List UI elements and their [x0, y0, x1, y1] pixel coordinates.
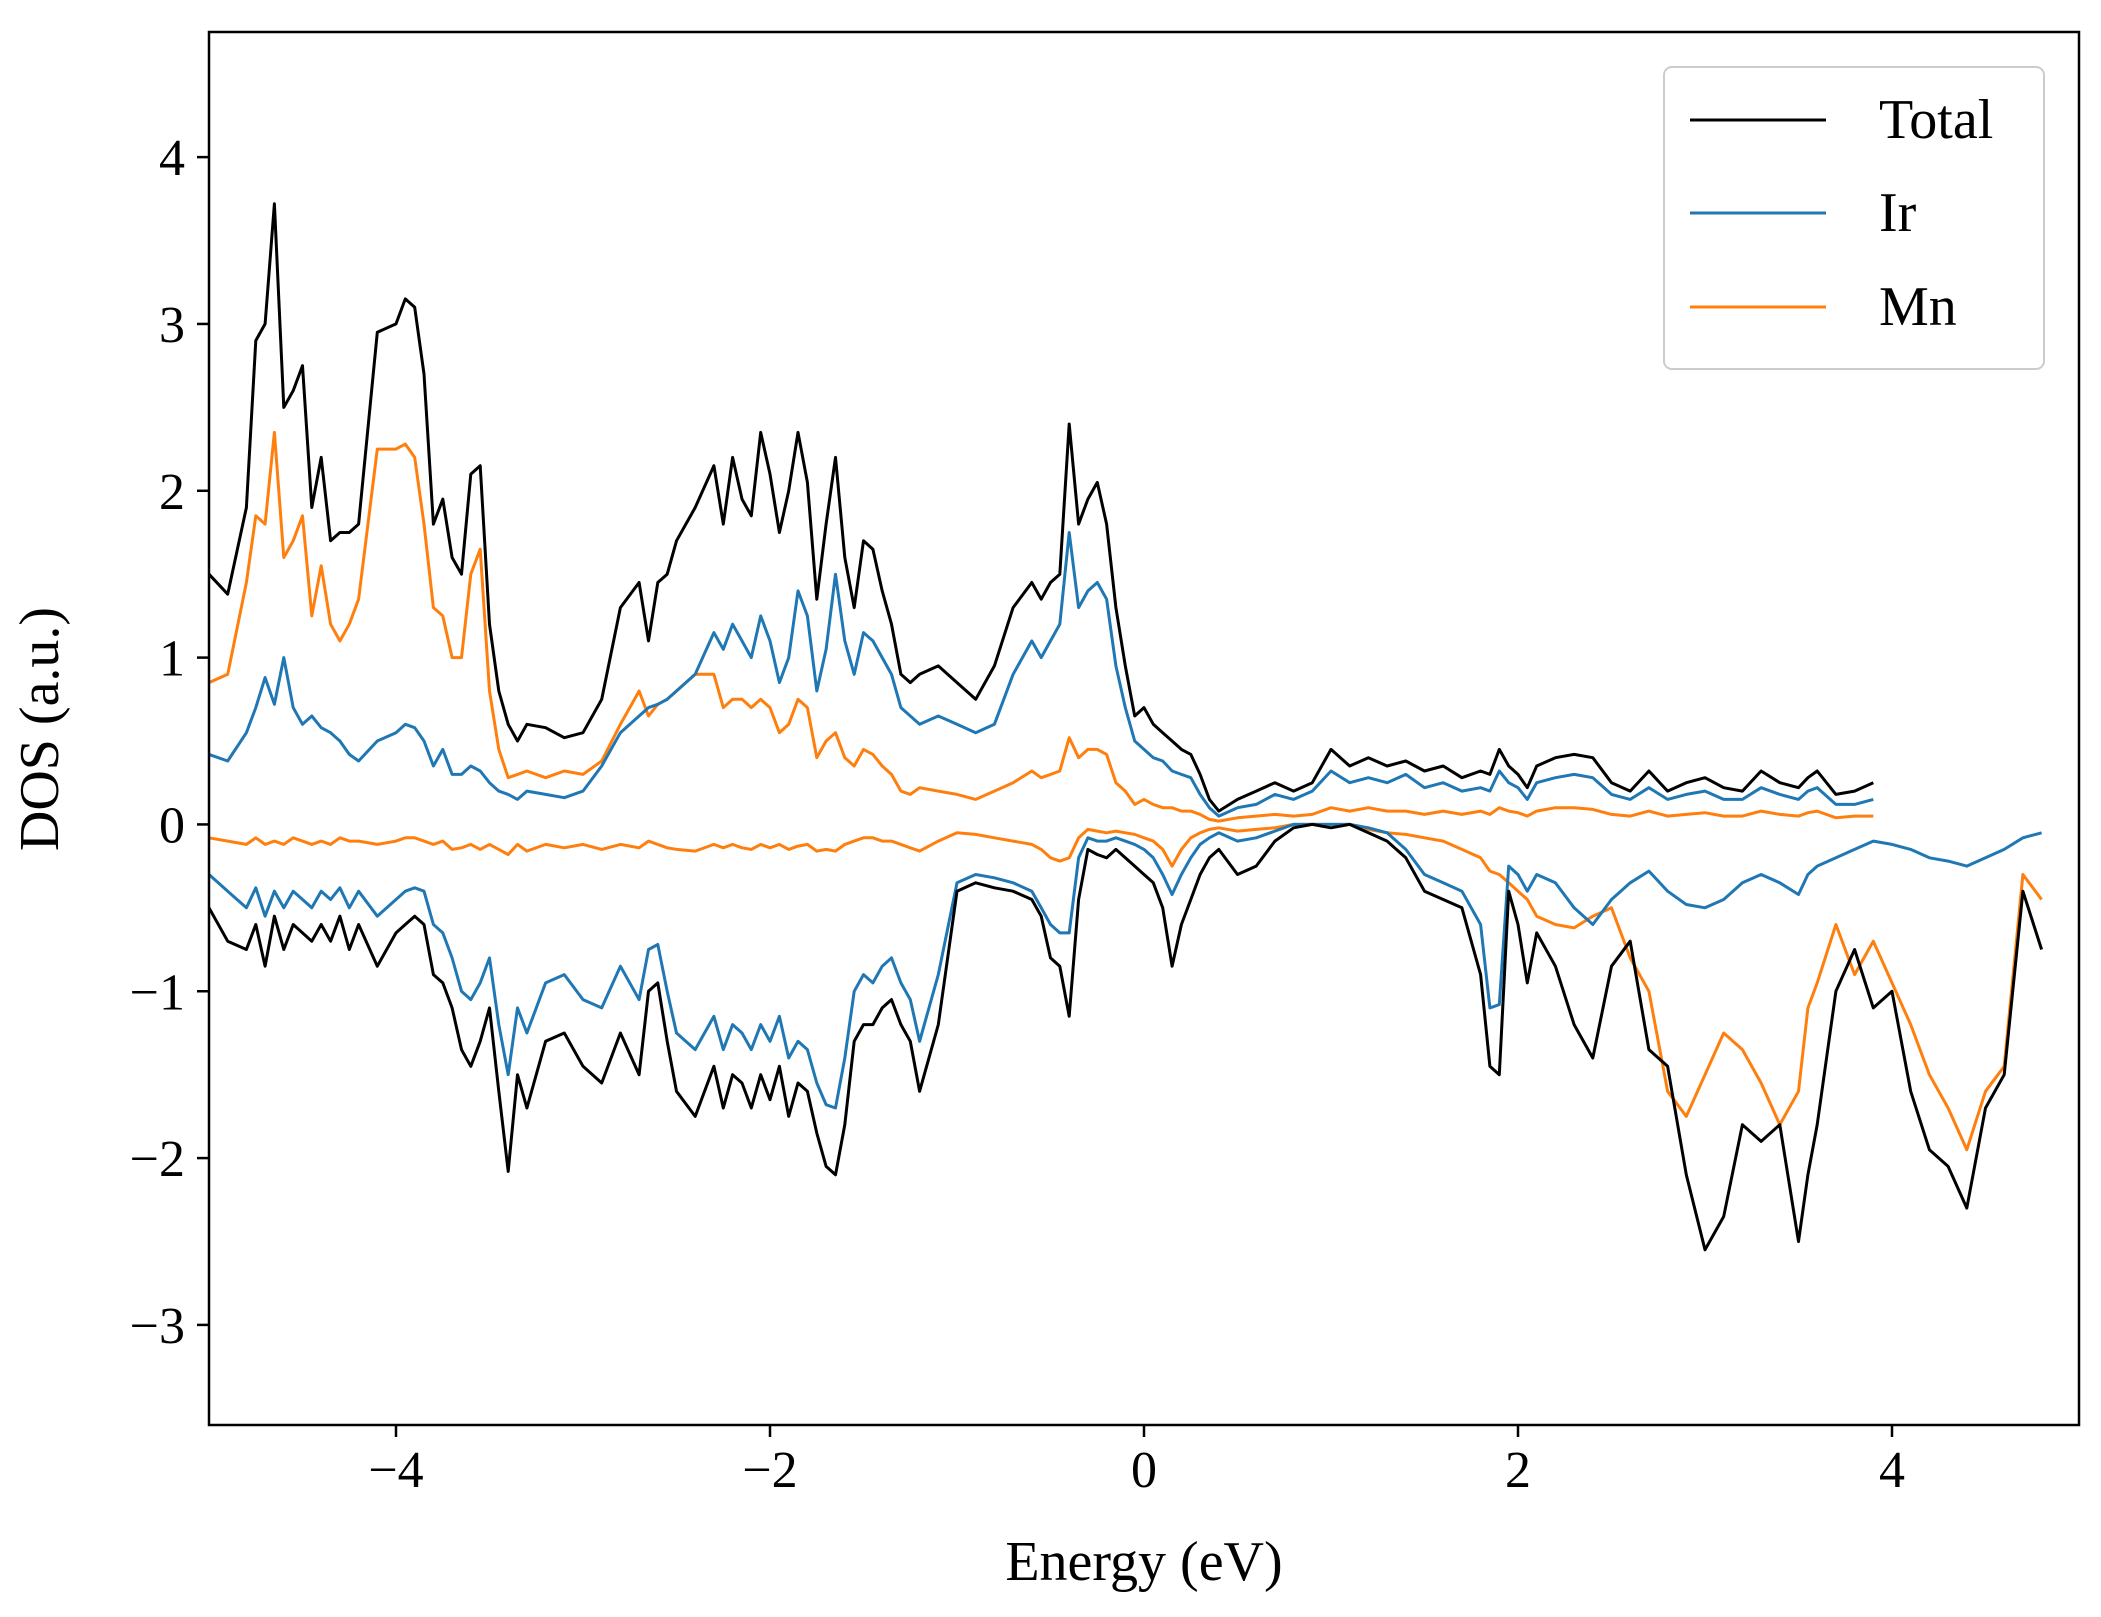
tick-layer: −4 −2 0 2 4 −3 −2 −1 0 1 2 3 4	[130, 130, 1905, 1499]
legend-label-ir: Ir	[1879, 182, 1917, 244]
legend-box	[1663, 66, 2045, 370]
y-tick-label: 3	[159, 297, 185, 354]
y-tick-label: 4	[159, 130, 185, 187]
y-tick-label: −2	[130, 1131, 185, 1188]
x-tick-label: 2	[1505, 1442, 1531, 1499]
y-tick-label: −3	[130, 1298, 185, 1355]
series-line-ir-spin-up	[208, 531, 1874, 818]
legend-label-total: Total	[1879, 89, 1993, 151]
legend-label-mn: Mn	[1879, 276, 1957, 338]
x-tick-label: −2	[742, 1442, 797, 1499]
series-line-total-spin-up	[207, 202, 1874, 813]
y-axis-title: DOS (a.u.)	[9, 607, 71, 851]
plot-frame	[207, 30, 2081, 1427]
series-line-mn-spin-up	[208, 430, 1874, 823]
x-tick-label: 4	[1879, 1442, 1905, 1499]
x-tick-label: 0	[1131, 1442, 1157, 1499]
series-layer	[207, 202, 2044, 1252]
series-line-total-spin-down	[207, 822, 2044, 1252]
y-tick-label: 0	[159, 797, 185, 854]
x-axis-title: Energy (eV)	[1005, 1531, 1282, 1593]
series-line-mn-spin-down	[208, 822, 2043, 1152]
y-tick-label: 2	[159, 464, 185, 521]
legend: Total Ir Mn	[1663, 66, 2045, 370]
x-tick-label: −4	[368, 1442, 423, 1499]
series-line-ir-spin-down	[208, 822, 2042, 1110]
y-tick-label: −1	[130, 964, 185, 1021]
y-tick-label: 1	[159, 631, 185, 688]
